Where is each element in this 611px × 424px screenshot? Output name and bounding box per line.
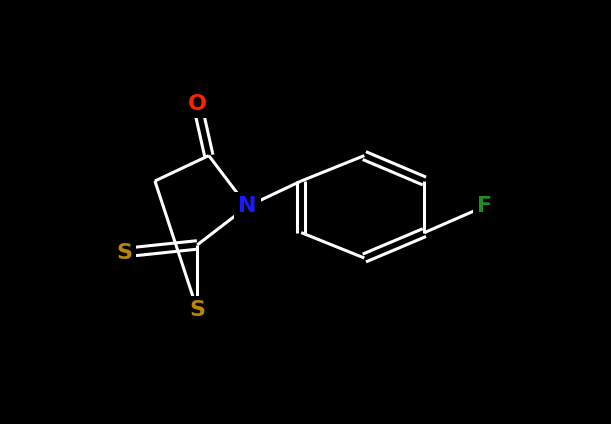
- Text: S: S: [189, 300, 205, 320]
- Text: S: S: [116, 243, 132, 262]
- Text: F: F: [477, 196, 492, 216]
- Text: N: N: [238, 196, 257, 216]
- Text: O: O: [188, 94, 207, 114]
